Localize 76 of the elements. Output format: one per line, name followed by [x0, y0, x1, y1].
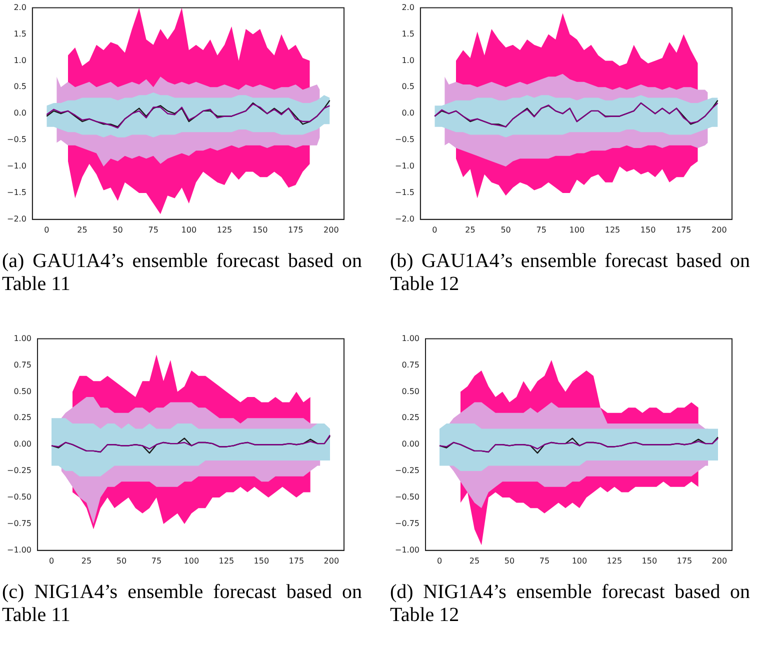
x-tick-label: 150: [254, 556, 270, 566]
y-tick-label: −0.50: [7, 492, 32, 502]
y-tick-label: 0.75: [14, 360, 32, 370]
x-tick-label: 175: [676, 225, 692, 234]
y-tick-label: 2.0: [402, 2, 414, 12]
x-tick-label: 50: [112, 225, 123, 234]
x-tick-label: 200: [712, 225, 727, 234]
x-tick-label: 25: [77, 225, 88, 234]
y-tick-label: 0.5: [402, 82, 414, 92]
y-tick-label: 0.25: [14, 413, 32, 422]
x-tick-label: 100: [569, 225, 585, 234]
x-tick-label: 150: [642, 556, 658, 566]
x-tick-label: 150: [640, 225, 656, 234]
y-tick-label: −1.5: [6, 188, 26, 198]
y-tick-label: −1.0: [6, 162, 26, 171]
y-tick-label: −1.00: [395, 545, 420, 554]
x-tick-label: 175: [288, 556, 304, 566]
y-tick-label: 1.0: [402, 56, 414, 65]
y-tick-label: 1.00: [402, 334, 420, 343]
x-tick-label: 0: [436, 556, 442, 566]
x-tick-label: 175: [676, 556, 692, 566]
x-tick-label: 25: [465, 225, 476, 234]
y-tick-label: 0.75: [402, 360, 420, 370]
y-tick-label: 1.00: [14, 334, 32, 343]
x-tick-label: 150: [252, 225, 268, 234]
y-tick-label: 0.50: [14, 386, 32, 396]
y-tick-label: −1.5: [394, 188, 414, 198]
y-tick-label: −0.5: [6, 135, 26, 144]
y-tick-label: −0.25: [395, 466, 420, 476]
x-tick-label: 75: [148, 225, 158, 234]
text: (c) NIG1A4’s ensemble forecast based on Table 11: [2, 581, 362, 627]
y-tick-label: 0.00: [402, 440, 420, 449]
y-tick-label: 1.5: [402, 29, 414, 38]
y-tick-label: −1.0: [394, 162, 414, 171]
y-tick-label: 0.0: [402, 108, 414, 118]
x-tick-label: 125: [606, 556, 622, 566]
y-tick-label: −2.0: [394, 214, 414, 224]
x-tick-label: 50: [504, 556, 515, 566]
x-tick-label: 100: [572, 556, 588, 566]
x-tick-label: 75: [539, 556, 550, 566]
y-tick-label: 0.5: [14, 82, 26, 92]
x-tick-label: 50: [500, 225, 511, 234]
x-tick-label: 25: [81, 556, 92, 566]
x-tick-label: 50: [116, 556, 127, 566]
y-tick-label: 0.25: [402, 413, 420, 422]
y-tick-label: −0.50: [395, 492, 420, 502]
x-tick-label: 75: [151, 556, 162, 566]
y-tick-label: 0.50: [402, 386, 420, 396]
x-tick-label: 175: [288, 225, 304, 234]
x-tick-label: 0: [432, 225, 438, 234]
x-tick-label: 100: [184, 556, 200, 566]
y-tick-label: −1.00: [7, 545, 32, 554]
x-tick-label: 200: [712, 556, 728, 566]
y-tick-label: 1.0: [14, 56, 26, 65]
x-tick-label: 25: [469, 556, 480, 566]
x-tick-label: 75: [536, 225, 546, 234]
x-tick-label: 125: [216, 225, 232, 234]
x-tick-label: 125: [604, 225, 620, 234]
x-tick-label: 200: [324, 225, 339, 234]
y-tick-label: −0.75: [7, 519, 32, 528]
x-tick-label: 200: [324, 556, 340, 566]
y-tick-label: 0.0: [14, 108, 26, 118]
x-tick-label: 0: [48, 556, 54, 566]
y-tick-label: 2.0: [14, 2, 26, 12]
y-tick-label: 1.5: [14, 29, 26, 38]
text: (a) GAU1A4’s ensemble forecast based on Table 11: [2, 250, 362, 296]
y-tick-label: 0.00: [14, 440, 32, 449]
x-tick-label: 0: [44, 225, 50, 234]
y-tick-label: −0.75: [395, 519, 420, 528]
y-tick-label: −2.0: [6, 214, 26, 224]
y-tick-label: −0.25: [7, 466, 32, 476]
y-tick-label: −0.5: [394, 135, 414, 144]
text: (d) NIG1A4’s ensemble forecast based on Table 12: [390, 581, 750, 627]
x-tick-label: 125: [218, 556, 234, 566]
text: (b) GAU1A4’s ensemble forecast based on Table 12: [390, 250, 750, 296]
x-tick-label: 100: [181, 225, 197, 234]
